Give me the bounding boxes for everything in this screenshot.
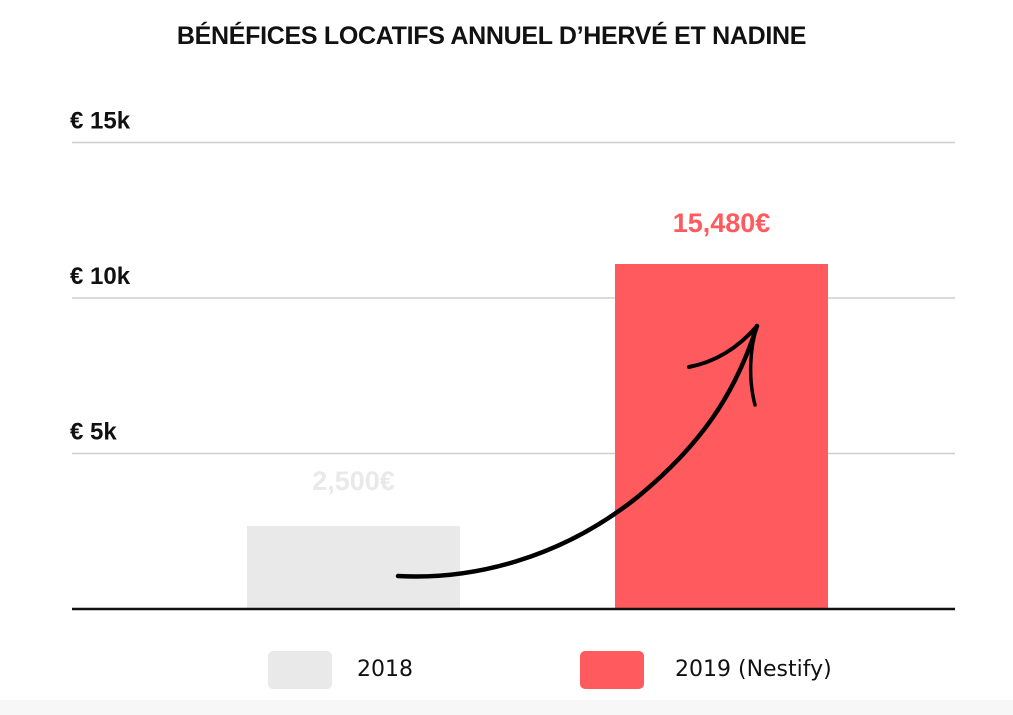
footer-band: [0, 700, 1013, 715]
legend-swatch: [580, 651, 644, 689]
y-tick-label: € 5k: [70, 419, 117, 446]
data-label-2018: 2,500€: [312, 466, 395, 496]
bar-2018: [247, 526, 460, 609]
legend-swatch: [268, 651, 332, 689]
legend-label: 2019 (Nestify): [675, 657, 832, 682]
data-labels: 2,500€ 15,480€: [312, 208, 770, 496]
legend: 2018 2019 (Nestify): [268, 651, 832, 689]
bar-2019: [615, 264, 828, 609]
data-label-2019: 15,480€: [673, 208, 771, 238]
bars: [247, 264, 828, 609]
chart-title: BÉNÉFICES LOCATIFS ANNUEL D’HERVÉ ET NAD…: [176, 22, 807, 50]
y-tick-label: € 15k: [70, 108, 131, 135]
y-axis-ticks: € 5k € 10k € 15k: [70, 108, 131, 446]
legend-label: 2018: [357, 657, 413, 682]
y-tick-label: € 10k: [70, 263, 131, 290]
arrow-up-right-icon: [395, 323, 760, 579]
